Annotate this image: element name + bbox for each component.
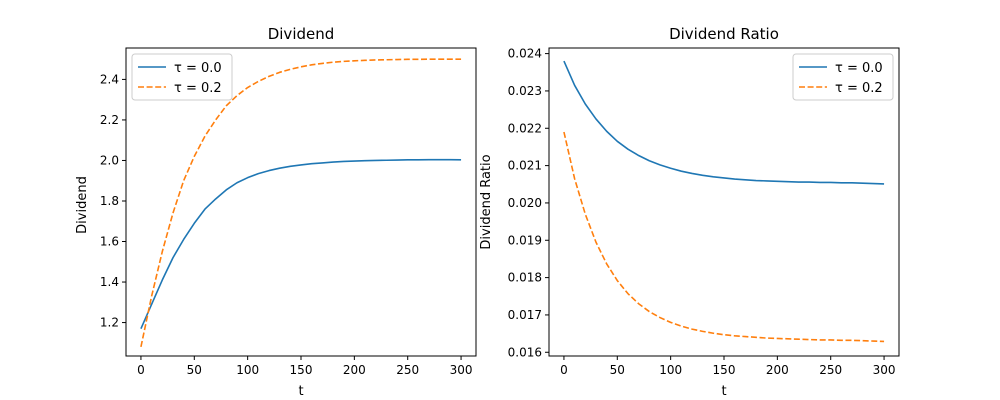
y-tick-label: 0.024 [508,47,542,61]
legend-box [131,53,233,101]
y-tick-label: 0.023 [508,84,542,98]
tick-layer: 0 50 100 150 200 250 300 0.016 0.017 0.018 0.019 0.… [508,47,896,377]
x-tick-label: 300 [450,363,473,377]
series-line-tau-0-2 [140,58,462,348]
legend: τ = 0.0 τ = 0.2 [131,53,233,101]
y-tick-label: 1.4 [100,275,119,289]
y-tick-label: 0.016 [508,345,542,359]
legend-entry-label: τ = 0.0 [174,61,222,76]
y-axis-label: Dividend Ratio [479,154,494,249]
series-line-tau-0-0 [140,158,462,329]
x-tick-label: 50 [610,363,625,377]
tick-layer: 0 50 100 150 200 250 300 1.2 1.4 1.6 1.8 2.0 2.2 2.4 [100,72,473,377]
legend-entry-label: τ = 0.0 [835,61,883,76]
y-axis-label: Dividend [75,176,90,234]
y-tick-label: 1.2 [100,316,119,330]
chart-title: Dividend [268,25,335,43]
plot-frame [125,47,477,357]
x-tick-label: 300 [873,363,896,377]
x-tick-label: 250 [819,363,842,377]
series-line-tau-0-0 [563,60,885,185]
series-line-tau-0-2 [563,131,885,343]
dividend-subplot: Dividend t Dividend 0 50 100 150 200 250 300 1.… [75,25,477,399]
y-tick-label: 0.020 [508,196,542,210]
y-tick-label: 0.022 [508,121,542,135]
x-tick-label: 100 [236,363,259,377]
y-tick-label: 2.2 [100,113,119,127]
x-tick-label: 250 [396,363,419,377]
x-tick-label: 100 [659,363,682,377]
legend-entry-label: τ = 0.2 [174,81,222,96]
series-layer [563,60,885,343]
x-tick-label: 0 [560,363,568,377]
x-axis-label: t [721,384,726,399]
x-tick-label: 50 [187,363,202,377]
dividend-ratio-subplot: Dividend Ratio t Dividend Ratio 0 50 100 15… [479,25,900,399]
plot-frame [548,47,900,357]
y-tick-label: 2.4 [100,72,119,86]
y-tick-label: 1.6 [100,235,119,249]
y-tick-label: 0.017 [508,308,542,322]
legend-entry-label: τ = 0.2 [835,81,883,96]
x-tick-label: 150 [713,363,736,377]
y-tick-label: 1.8 [100,194,119,208]
y-tick-label: 0.018 [508,271,542,285]
legend: τ = 0.0 τ = 0.2 [792,53,894,101]
x-tick-label: 0 [137,363,145,377]
x-tick-label: 200 [343,363,366,377]
x-tick-label: 150 [290,363,313,377]
chart-title: Dividend Ratio [669,25,779,43]
y-tick-label: 2.0 [100,153,119,167]
legend-box [792,53,894,101]
y-tick-label: 0.019 [508,233,542,247]
series-layer [140,58,462,348]
y-tick-label: 0.021 [508,159,542,173]
x-axis-label: t [298,384,303,399]
x-tick-label: 200 [766,363,789,377]
